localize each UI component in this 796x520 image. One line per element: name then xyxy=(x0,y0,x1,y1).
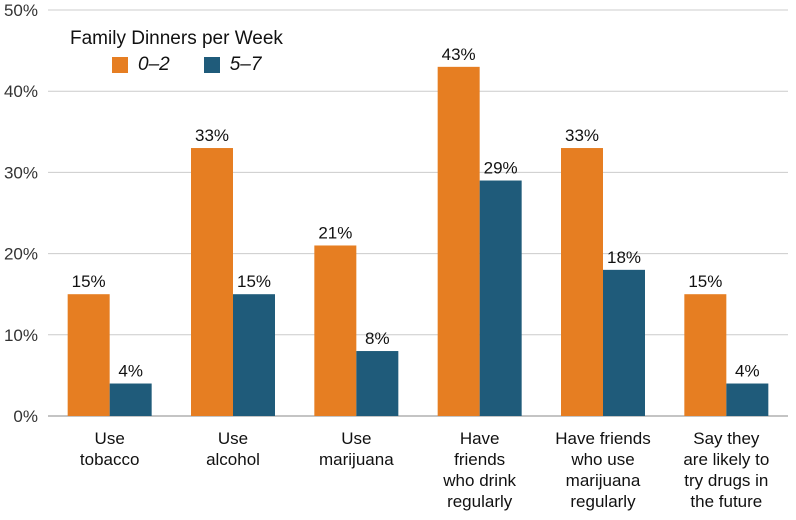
data-label-0-series-0: 15% xyxy=(72,272,106,291)
x-tick-label-4: Have friends who use marijuana regularly xyxy=(555,429,650,511)
y-axis: 0% 10% 20% 30% 40% 50% xyxy=(4,1,38,426)
x-tick-label-line: Say they xyxy=(693,429,760,448)
x-tick-label-line: alcohol xyxy=(206,450,260,469)
data-label-4-series-1: 18% xyxy=(607,248,641,267)
y-tick-label-50: 50% xyxy=(4,1,38,20)
bar-3-series-0 xyxy=(437,66,480,416)
bar-4-series-1 xyxy=(603,269,645,416)
x-tick-label-line: the future xyxy=(690,492,762,511)
x-tick-label-line: who use xyxy=(570,450,634,469)
x-tick-label-line: tobacco xyxy=(80,450,140,469)
gridlines xyxy=(48,9,788,417)
x-tick-label-line: marijuana xyxy=(566,471,641,490)
legend-title: Family Dinners per Week xyxy=(70,28,283,49)
y-tick-label-40: 40% xyxy=(4,82,38,101)
x-tick-label-5: Say they are likely to try drugs in the fut… xyxy=(683,429,769,511)
x-tick-label-line: Use xyxy=(95,429,125,448)
data-label-3-series-1: 29% xyxy=(484,159,518,178)
data-label-4-series-0: 33% xyxy=(565,126,599,145)
bar-2-series-0 xyxy=(314,245,357,416)
legend-item-0-2: 0–2 xyxy=(112,54,170,76)
bar-5-series-0 xyxy=(684,294,727,416)
x-tick-label-1: Use alcohol xyxy=(206,429,260,469)
x-tick-label-line: regularly xyxy=(570,492,636,511)
bar-2-series-1 xyxy=(356,351,399,416)
y-tick-label-30: 30% xyxy=(4,163,38,182)
x-tick-label-line: regularly xyxy=(447,492,513,511)
data-label-0-series-1: 4% xyxy=(118,362,143,381)
legend-label-5-7: 5–7 xyxy=(229,54,262,75)
y-tick-label-10: 10% xyxy=(4,326,38,345)
bar-3-series-1 xyxy=(479,180,522,416)
legend: 0–2 5–7 xyxy=(112,54,295,76)
bar-1-series-1 xyxy=(233,294,275,416)
x-tick-label-line: Have friends xyxy=(555,429,650,448)
x-tick-label-line: friends xyxy=(454,450,505,469)
x-axis: Use tobacco Use alcohol Use marijuana Have frie… xyxy=(80,429,769,511)
bar-5-series-1 xyxy=(726,383,769,416)
x-tick-label-0: Use tobacco xyxy=(80,429,140,469)
x-tick-label-line: Use xyxy=(218,429,248,448)
legend-swatch-0-2 xyxy=(112,57,128,73)
x-tick-label-3: Have friends who drink regularly xyxy=(442,429,516,511)
legend-label-0-2: 0–2 xyxy=(138,54,170,75)
x-tick-label-line: marijuana xyxy=(319,450,394,469)
bars xyxy=(67,66,769,417)
data-label-2-series-1: 8% xyxy=(365,329,390,348)
bar-4-series-0 xyxy=(561,148,603,417)
data-label-5-series-1: 4% xyxy=(735,362,760,381)
y-tick-label-20: 20% xyxy=(4,245,38,264)
data-label-2-series-0: 21% xyxy=(318,223,352,242)
data-label-1-series-1: 15% xyxy=(237,272,271,291)
y-tick-label-0: 0% xyxy=(13,407,38,426)
legend-item-5-7: 5–7 xyxy=(203,54,262,76)
x-tick-label-line: who drink xyxy=(442,471,516,490)
data-label-3-series-0: 43% xyxy=(442,45,476,64)
legend-swatch-5-7 xyxy=(203,57,220,73)
bar-1-series-0 xyxy=(191,148,233,417)
x-tick-label-line: try drugs in xyxy=(684,471,768,490)
data-label-5-series-0: 15% xyxy=(688,272,722,291)
bar-0-series-0 xyxy=(67,294,110,416)
x-tick-label-line: Have xyxy=(460,429,500,448)
data-label-1-series-0: 33% xyxy=(195,126,229,145)
bar-0-series-1 xyxy=(109,383,152,416)
x-tick-label-line: are likely to xyxy=(683,450,769,469)
x-tick-label-2: Use marijuana xyxy=(319,429,394,469)
data-labels: 15% 4% 33% 15% 21% 8% 43% 29% 33% 18% 15% 4% xyxy=(72,45,760,381)
x-tick-label-line: Use xyxy=(341,429,371,448)
